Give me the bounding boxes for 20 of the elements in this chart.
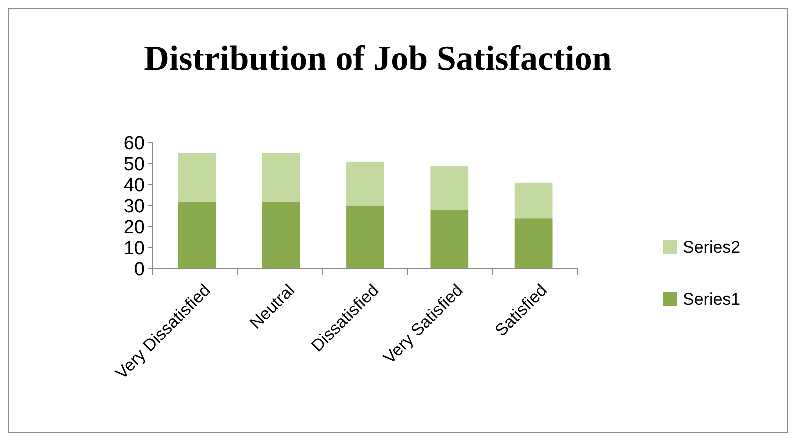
bar bbox=[430, 210, 469, 269]
chart-title: Distribution of Job Satisfaction bbox=[144, 39, 612, 78]
y-tick-label: 10 bbox=[124, 238, 145, 260]
bar bbox=[178, 154, 216, 202]
y-tick-label: 60 bbox=[124, 134, 145, 155]
bar bbox=[346, 162, 384, 206]
y-tick-label: 20 bbox=[124, 218, 145, 239]
y-tick-label: 50 bbox=[124, 154, 145, 176]
bar bbox=[430, 166, 469, 210]
bar bbox=[178, 202, 216, 269]
bar bbox=[262, 202, 300, 269]
y-tick-label: 30 bbox=[124, 196, 145, 218]
y-tick-label: 40 bbox=[124, 176, 145, 197]
legend-label: Series1 bbox=[683, 290, 741, 309]
y-tick-label: 0 bbox=[134, 260, 145, 281]
bar bbox=[346, 206, 384, 269]
legend-label: Series2 bbox=[683, 238, 741, 257]
bar bbox=[262, 154, 300, 202]
bar bbox=[514, 218, 553, 269]
bar bbox=[514, 182, 553, 219]
